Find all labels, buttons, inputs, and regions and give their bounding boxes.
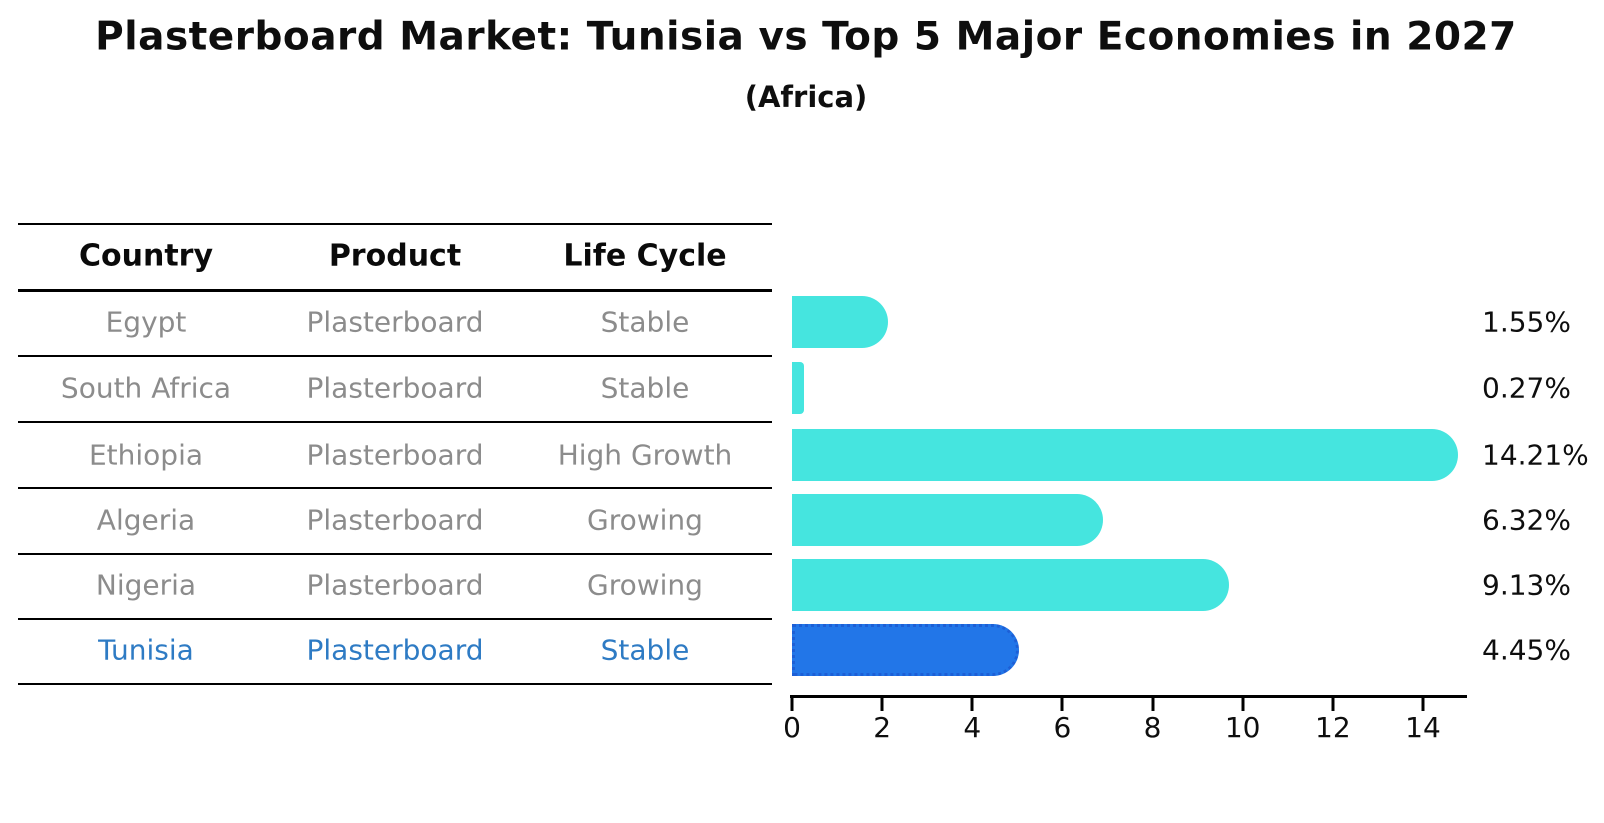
value-label: 9.13% <box>1482 568 1571 602</box>
bar-ethiopia <box>792 429 1458 481</box>
cell-life-cycle-highlight: Stable <box>600 633 690 667</box>
cell-life-cycle: Stable <box>600 371 690 405</box>
bar-tunisia <box>792 624 1019 676</box>
cell-product-highlight: Plasterboard <box>306 633 484 667</box>
value-label: 4.45% <box>1482 633 1571 667</box>
column-header-life-cycle: Life Cycle <box>563 238 727 274</box>
x-tick-label: 10 <box>1224 711 1261 744</box>
x-tick-label: 4 <box>963 711 982 744</box>
column-header-product: Product <box>328 238 462 274</box>
x-tick-mark <box>880 698 884 711</box>
chart-title: Plasterboard Market: Tunisia vs Top 5 Ma… <box>95 14 1517 60</box>
cell-life-cycle: Growing <box>587 503 703 537</box>
cell-country: South Africa <box>60 371 232 405</box>
cell-product: Plasterboard <box>306 568 484 602</box>
cell-life-cycle: Growing <box>587 568 703 602</box>
cell-country: Nigeria <box>95 568 197 602</box>
table-row-rule <box>18 553 772 555</box>
x-axis-line <box>790 695 1467 698</box>
x-tick-label: 14 <box>1405 711 1441 744</box>
x-tick-mark <box>1331 698 1335 711</box>
x-tick-mark <box>1151 698 1155 711</box>
cell-product: Plasterboard <box>306 438 484 472</box>
cell-product: Plasterboard <box>306 371 484 405</box>
value-label: 0.27% <box>1482 371 1571 405</box>
x-tick-label: 0 <box>783 711 801 744</box>
chart-subtitle: (Africa) <box>744 80 868 114</box>
table-row-rule <box>18 421 772 423</box>
x-tick-mark <box>790 698 794 711</box>
x-tick-label: 2 <box>873 711 892 744</box>
bar-south-africa <box>792 362 804 414</box>
x-tick-mark <box>1060 698 1064 711</box>
column-header-country: Country <box>78 238 214 274</box>
x-tick-label: 12 <box>1315 711 1351 744</box>
bar-egypt <box>792 296 888 348</box>
cell-country: Egypt <box>105 305 187 339</box>
x-tick-label: 8 <box>1143 711 1162 744</box>
cell-country-highlight: Tunisia <box>98 633 194 667</box>
value-label: 6.32% <box>1482 503 1571 537</box>
table-row-rule <box>18 355 772 357</box>
table-top-rule <box>18 223 772 225</box>
cell-country: Algeria <box>96 503 196 537</box>
cell-product: Plasterboard <box>306 503 484 537</box>
bar-algeria <box>792 494 1103 546</box>
cell-life-cycle: Stable <box>600 305 690 339</box>
cell-life-cycle: High Growth <box>557 438 733 472</box>
bar-nigeria <box>792 559 1229 611</box>
value-label: 14.21% <box>1482 438 1589 472</box>
table-header-rule <box>18 289 772 292</box>
cell-product: Plasterboard <box>306 305 484 339</box>
x-tick-mark <box>970 698 974 711</box>
x-tick-mark <box>1241 698 1245 711</box>
x-tick-mark <box>1421 698 1425 711</box>
table-row-rule <box>18 618 772 620</box>
value-label: 1.55% <box>1482 305 1571 339</box>
table-bottom-rule <box>18 683 772 685</box>
x-tick-label: 6 <box>1053 711 1072 744</box>
table-row-rule <box>18 487 772 489</box>
cell-country: Ethiopia <box>88 438 204 472</box>
